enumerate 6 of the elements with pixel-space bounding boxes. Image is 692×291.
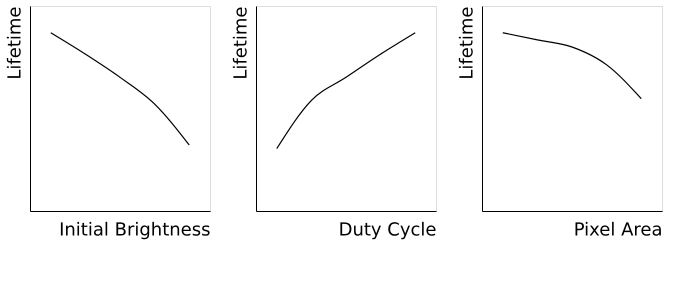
y-axis-title: Lifetime: [456, 6, 478, 80]
y-axis-title: Lifetime: [4, 6, 26, 80]
x-axis-title: Pixel Area: [574, 220, 662, 240]
x-axis-title: Duty Cycle: [338, 220, 436, 240]
y-axis-title: Lifetime: [230, 6, 252, 80]
x-axis-title: Initial Brightness: [59, 220, 210, 240]
